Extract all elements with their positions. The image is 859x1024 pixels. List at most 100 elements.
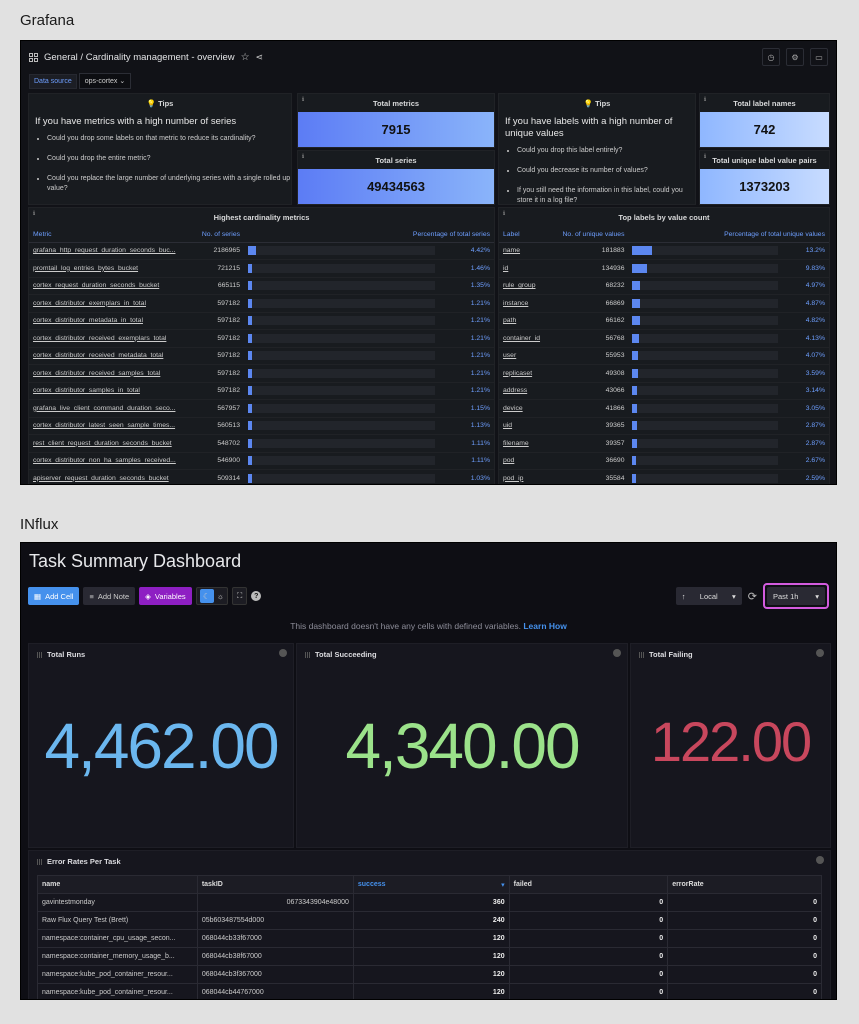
share-icon[interactable]: ⋖ <box>255 51 264 62</box>
row-name-link[interactable]: cortex_distributor_latest_seen_sample_ti… <box>29 417 184 435</box>
datasource-select[interactable]: ops-cortex ⌄ <box>78 73 132 89</box>
drag-handle-icon[interactable] <box>639 651 645 658</box>
row-name-link[interactable]: filename <box>499 434 554 453</box>
cell-gear-icon[interactable] <box>613 649 621 657</box>
row-name-link[interactable]: promtail_log_entries_bytes_bucket <box>29 259 184 278</box>
variables-label: Variables <box>154 591 186 601</box>
cell-gear-icon[interactable] <box>816 856 824 864</box>
star-icon[interactable]: ☆ <box>240 51 250 63</box>
row-percentage: 4.87% <box>782 294 829 313</box>
theme-toggle[interactable]: ☾ ☼ <box>195 587 228 605</box>
row-percentage: 1.03% <box>439 469 494 484</box>
cell-total-succeeding: Total Succeeding 4,340.00 <box>296 643 628 848</box>
row-percentage: 1.11% <box>439 452 494 470</box>
tv-mode-icon[interactable]: ▭ <box>810 48 828 66</box>
moon-icon[interactable]: ☾ <box>199 589 214 603</box>
cell-gear-icon[interactable] <box>816 649 824 657</box>
cell-value: 4,462.00 <box>44 710 279 782</box>
sort-desc-icon: ▾ <box>501 881 505 889</box>
row-name-link[interactable]: cortex_distributor_received_samples_tota… <box>29 364 184 383</box>
row-name-link[interactable]: cortex_distributor_received_metadata_tot… <box>29 347 184 365</box>
drag-handle-icon[interactable] <box>37 651 43 658</box>
row-name-link[interactable]: device <box>499 399 554 418</box>
table-row: grafana_live_client_command_duration_sec… <box>29 399 494 418</box>
column-header-metric[interactable]: Metric <box>29 228 184 243</box>
dashboards-grid-icon[interactable] <box>29 52 38 62</box>
row-name-link[interactable]: address <box>499 382 554 400</box>
help-icon[interactable]: ? <box>251 591 262 601</box>
cell-gear-icon[interactable] <box>279 649 287 657</box>
row-name-link[interactable]: uid <box>499 417 554 435</box>
time-range-dropdown[interactable]: Past 1h ▾ <box>767 587 825 605</box>
row-name-link[interactable]: user <box>499 347 554 365</box>
labels-table: Label No. of unique values Percentage of… <box>499 228 829 484</box>
bar-fill <box>248 246 257 256</box>
breadcrumb[interactable]: General / Cardinality management - overv… <box>44 51 235 63</box>
tips-panel-metrics: 💡 Tips If you have metrics with a high n… <box>28 93 292 205</box>
add-note-button[interactable]: ≡ Add Note <box>83 587 136 605</box>
add-cell-button[interactable]: ▦ Add Cell <box>28 587 80 605</box>
info-icon[interactable]: ℹ <box>503 211 506 217</box>
info-icon[interactable]: ℹ <box>302 154 305 160</box>
row-name-link[interactable]: cortex_distributor_metadata_in_total <box>29 312 184 330</box>
time-picker-icon[interactable]: ◷ <box>762 48 780 66</box>
column-header-name[interactable]: name <box>37 875 198 894</box>
variables-button[interactable]: ◈ Variables <box>139 587 192 605</box>
stat-panel-total-metrics: ℹ Total metrics 7915 <box>297 93 495 148</box>
column-header-percentage[interactable]: Percentage of total series <box>244 228 494 243</box>
row-name-link[interactable]: pod_ip <box>499 469 554 484</box>
row-bar <box>244 242 439 260</box>
stat-value: 7915 <box>298 112 494 147</box>
timezone-dropdown[interactable]: ↑ Local ▾ <box>675 587 742 605</box>
row-name-link[interactable]: cortex_distributor_non_ha_samples_receiv… <box>29 452 184 470</box>
cell-failed: 0 <box>508 929 669 948</box>
sun-icon[interactable]: ☼ <box>216 591 224 601</box>
row-name-link[interactable]: instance <box>499 294 554 313</box>
column-header-success[interactable]: success ▾ <box>352 875 510 894</box>
bar-fill <box>248 368 252 378</box>
presentation-mode-button[interactable]: ⛶ <box>231 587 248 605</box>
cell-success: 120 <box>352 929 510 948</box>
row-name-link[interactable]: cortex_distributor_received_exemplars_to… <box>29 329 184 348</box>
row-name-link[interactable]: container_id <box>499 329 554 348</box>
info-icon[interactable]: ℹ <box>302 97 305 103</box>
column-header-unique-values[interactable]: No. of unique values <box>553 228 629 243</box>
info-icon[interactable]: ℹ <box>704 154 707 160</box>
column-header-label[interactable]: Label <box>499 228 554 243</box>
row-name-link[interactable]: cortex_distributor_exemplars_in_total <box>29 294 184 313</box>
bar-track <box>248 473 435 483</box>
row-name-link[interactable]: pod <box>499 452 554 470</box>
column-header-series[interactable]: No. of series <box>184 228 244 243</box>
row-name-link[interactable]: rest_client_request_duration_seconds_buc… <box>29 434 184 453</box>
column-header-errorrate[interactable]: errorRate <box>667 875 822 894</box>
drag-handle-icon[interactable] <box>305 651 311 658</box>
row-name-link[interactable]: cortex_distributor_samples_in_total <box>29 382 184 400</box>
column-header-percentage[interactable]: Percentage of total unique values <box>628 228 829 243</box>
drag-handle-icon[interactable] <box>37 858 43 865</box>
column-header-failed[interactable]: failed <box>508 875 669 894</box>
bar-track <box>248 246 435 256</box>
row-percentage: 1.21% <box>439 382 494 400</box>
row-name-link[interactable]: cortex_request_duration_seconds_bucket <box>29 277 184 295</box>
row-bar <box>628 452 783 470</box>
learn-how-link[interactable]: Learn How <box>523 621 567 631</box>
bar-track <box>632 438 779 448</box>
row-bar <box>244 452 439 470</box>
row-name-link[interactable]: rule_group <box>499 277 554 295</box>
refresh-icon[interactable]: ⟳ <box>747 590 757 603</box>
row-percentage: 3.59% <box>782 364 829 383</box>
column-header-taskid[interactable]: taskID <box>196 875 354 894</box>
row-name-link[interactable]: apiserver_request_duration_seconds_bucke… <box>29 469 184 484</box>
row-name-link[interactable]: grafana_http_request_duration_seconds_bu… <box>29 242 184 260</box>
settings-gear-icon[interactable]: ⚙ <box>786 48 804 66</box>
info-icon[interactable]: ℹ <box>33 211 36 217</box>
row-name-link[interactable]: replicaset <box>499 364 554 383</box>
table-row: filename 39357 2.87% <box>499 434 829 453</box>
row-name-link[interactable]: name <box>499 242 554 260</box>
tips-panel-labels: 💡 Tips If you have labels with a high nu… <box>498 93 696 205</box>
row-name-link[interactable]: id <box>499 259 554 278</box>
table-row: id 134936 9.83% <box>499 259 829 278</box>
row-name-link[interactable]: path <box>499 312 554 330</box>
info-icon[interactable]: ℹ <box>704 97 707 103</box>
row-name-link[interactable]: grafana_live_client_command_duration_sec… <box>29 399 184 418</box>
